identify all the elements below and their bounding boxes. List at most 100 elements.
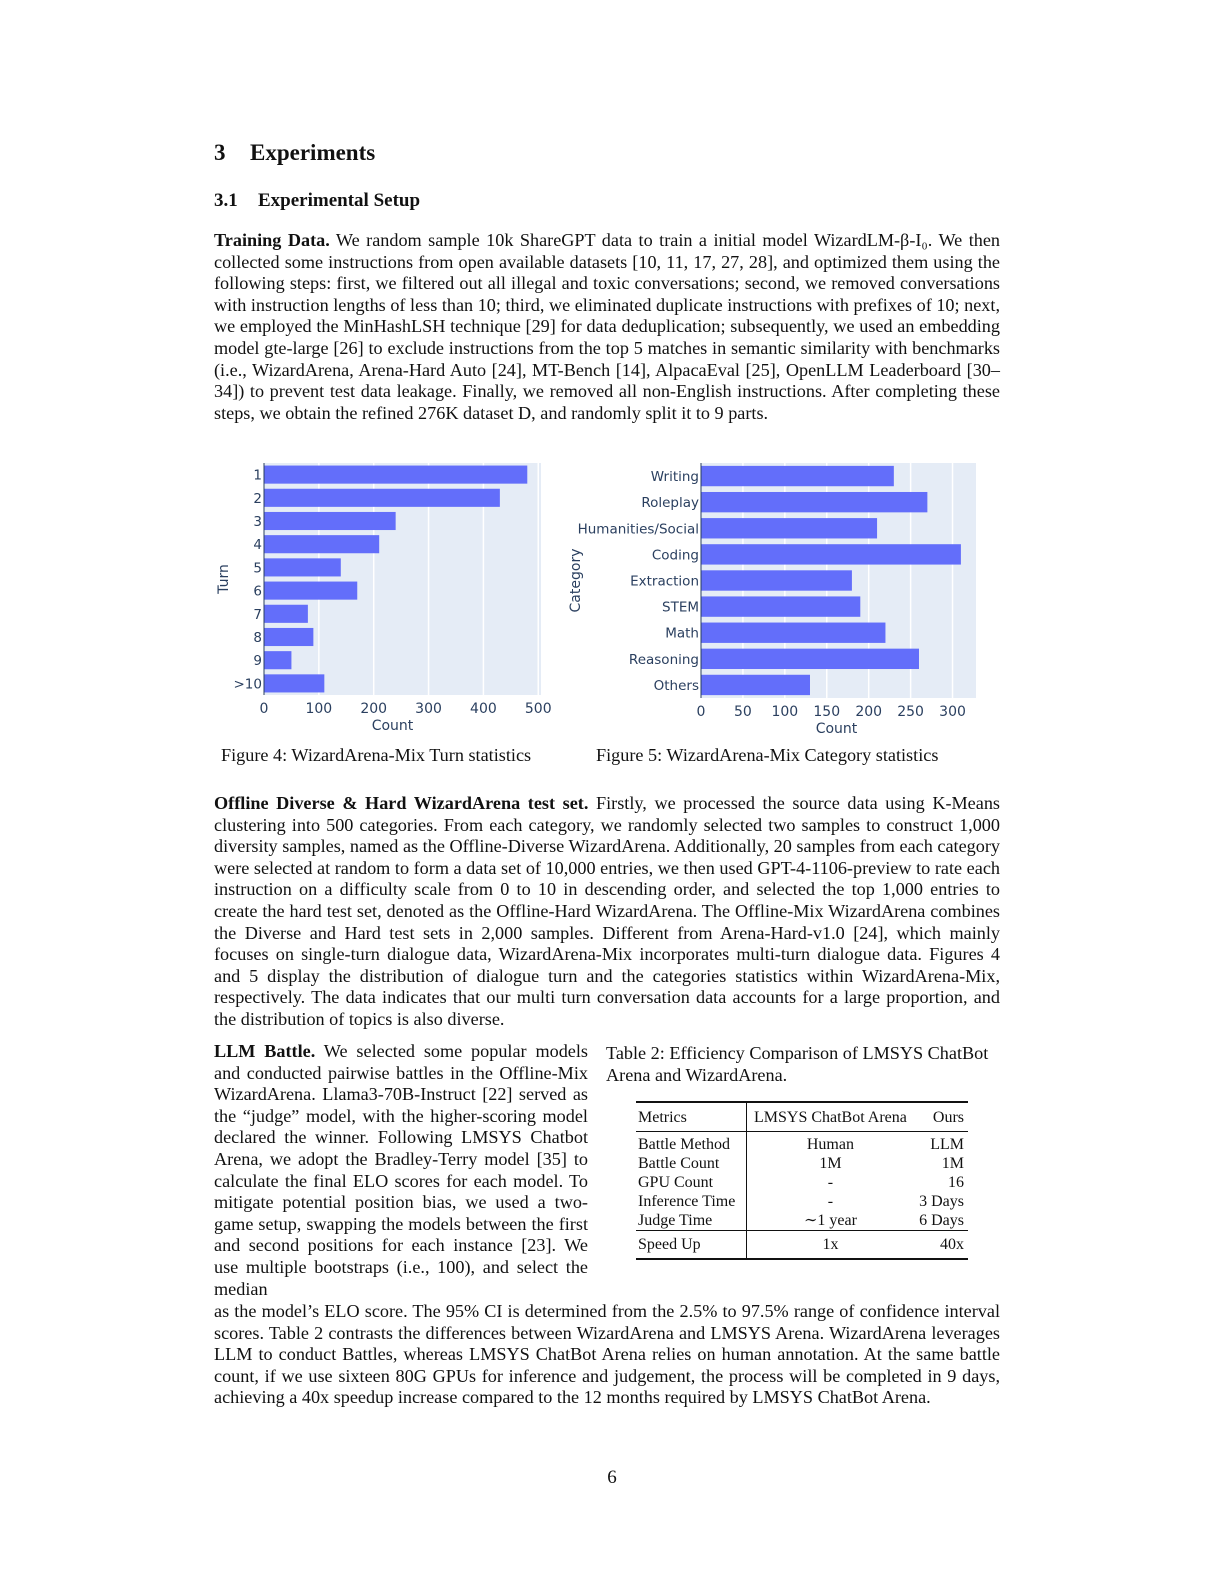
y-tick-label: >10 bbox=[234, 676, 263, 692]
llm-battle-continued: as the model’s ELO score. The 95% CI is … bbox=[214, 1301, 1000, 1408]
y-tick-label: 9 bbox=[253, 653, 262, 669]
table-cell: GPU Count bbox=[638, 1174, 714, 1191]
table-cell: Speed Up bbox=[636, 1230, 747, 1260]
bar bbox=[264, 558, 341, 577]
y-tick-label: Others bbox=[654, 678, 699, 694]
efficiency-table: Metrics LMSYS ChatBot Arena Ours Battle … bbox=[636, 1101, 968, 1260]
table-cell: 40x bbox=[913, 1230, 968, 1260]
table-cell: LLM bbox=[913, 1131, 968, 1154]
bar bbox=[701, 465, 894, 487]
x-tick-label: 400 bbox=[470, 701, 497, 717]
llm-battle-text: We selected some popular models and cond… bbox=[214, 1041, 588, 1299]
figure-5-caption: Figure 5: WizardArena-Mix Category stati… bbox=[596, 745, 939, 765]
section-number: 3 bbox=[214, 140, 226, 165]
llm-battle-paragraph: LLM Battle. We selected some popular mod… bbox=[214, 1041, 588, 1300]
y-axis-label: Turn bbox=[216, 564, 232, 595]
figure-4: 0 100 200 300 400 500 1 2 3 4 5 6 7 8 9 >10 Count Turn bbox=[210, 460, 560, 740]
training-data-paragraph: Training Data. We random sample 10k Shar… bbox=[214, 230, 1000, 424]
y-tick-label: 1 bbox=[253, 468, 262, 484]
header-metrics: Metrics bbox=[636, 1101, 747, 1132]
table-cell: 1x bbox=[745, 1230, 914, 1260]
table-cell: Battle Count bbox=[638, 1155, 720, 1172]
table-row: Judge Time ∼1 year 6 Days bbox=[636, 1211, 968, 1231]
table-cell: 1M bbox=[941, 1155, 964, 1172]
x-tick-label: 300 bbox=[415, 701, 442, 717]
page-number: 6 bbox=[607, 1467, 617, 1488]
header-lmsys: LMSYS ChatBot Arena bbox=[745, 1101, 914, 1132]
bar bbox=[264, 488, 500, 507]
table-cell: Judge Time bbox=[638, 1212, 713, 1229]
bar bbox=[701, 491, 928, 513]
y-tick-label: Coding bbox=[652, 547, 699, 563]
y-tick-label: Math bbox=[665, 626, 699, 642]
llm-battle-heading: LLM Battle. bbox=[214, 1041, 316, 1061]
table-cell: 6 Days bbox=[919, 1212, 964, 1229]
table-cell: Inference Time bbox=[638, 1193, 736, 1210]
x-tick-label: 0 bbox=[697, 704, 706, 720]
y-tick-label: 7 bbox=[253, 607, 262, 623]
training-data-heading: Training Data. bbox=[214, 230, 330, 250]
x-tick-label: 250 bbox=[897, 704, 924, 720]
x-axis-label: Count bbox=[372, 718, 414, 734]
bar bbox=[701, 674, 810, 696]
bar bbox=[701, 622, 886, 643]
y-tick-label: Extraction bbox=[630, 574, 699, 590]
bar bbox=[264, 627, 314, 647]
table-cell: - bbox=[745, 1192, 914, 1211]
y-tick-label: STEM bbox=[662, 600, 699, 616]
bar bbox=[701, 544, 961, 565]
y-tick-label: 6 bbox=[253, 584, 262, 600]
table-cell: 3 Days bbox=[919, 1193, 964, 1210]
table-cell: - bbox=[745, 1173, 914, 1192]
table-cell: Human bbox=[745, 1131, 914, 1154]
bar bbox=[701, 648, 919, 670]
x-tick-label: 100 bbox=[305, 701, 332, 717]
x-axis-label: Count bbox=[816, 721, 858, 735]
y-tick-label: Humanities/Social bbox=[578, 521, 699, 537]
bar bbox=[701, 570, 852, 591]
offline-text: Firstly, we processed the source data us… bbox=[214, 793, 1000, 1029]
offline-paragraph: Offline Diverse & Hard WizardArena test … bbox=[214, 793, 1000, 1031]
figure-4-caption: Figure 4: WizardArena-Mix Turn statistic… bbox=[221, 745, 532, 765]
bar bbox=[264, 581, 358, 600]
x-tick-label: 200 bbox=[855, 704, 882, 720]
table-cell: ∼1 year bbox=[745, 1211, 914, 1231]
bar bbox=[264, 651, 292, 670]
bar bbox=[264, 674, 325, 693]
x-tick-label: 150 bbox=[813, 704, 840, 720]
table-row: Inference Time - 3 Days bbox=[636, 1192, 968, 1211]
y-tick-label: Writing bbox=[651, 469, 699, 485]
x-tick-label: 200 bbox=[360, 701, 387, 717]
bar bbox=[264, 511, 396, 531]
bar bbox=[701, 518, 878, 539]
x-tick-label: 300 bbox=[939, 704, 966, 720]
header-ours: Ours bbox=[913, 1101, 968, 1132]
bar bbox=[264, 604, 308, 623]
bar bbox=[264, 535, 380, 554]
y-tick-label: 3 bbox=[253, 514, 262, 530]
table-cell: 16 bbox=[948, 1174, 964, 1191]
bar bbox=[701, 596, 861, 617]
table-cell: 1M bbox=[745, 1154, 914, 1173]
y-tick-label: 5 bbox=[253, 560, 262, 576]
table-row: GPU Count - 16 bbox=[636, 1173, 968, 1192]
table-footer-row: Speed Up 1x 40x bbox=[636, 1230, 968, 1260]
y-tick-label: 8 bbox=[253, 630, 262, 646]
table-row: Battle Count 1M 1M bbox=[636, 1154, 968, 1173]
figure-5: 0 50 100 150 200 250 300 Writing Roleplay Humanit… bbox=[560, 460, 985, 740]
table-2-caption: Table 2: Efficiency Comparison of LMSYS … bbox=[606, 1043, 989, 1085]
table-cell: Battle Method bbox=[636, 1131, 747, 1154]
y-tick-label: 2 bbox=[253, 491, 262, 507]
y-axis-label: Category bbox=[568, 549, 584, 613]
x-tick-label: 0 bbox=[260, 701, 269, 717]
y-tick-label: 4 bbox=[253, 537, 262, 553]
bar bbox=[264, 465, 528, 484]
category-bar-chart: 0 50 100 150 200 250 300 Writing Roleplay Humanit… bbox=[568, 463, 976, 737]
table-header-row: Metrics LMSYS ChatBot Arena Ours bbox=[636, 1101, 968, 1132]
x-tick-label: 50 bbox=[734, 704, 752, 720]
y-tick-label: Reasoning bbox=[629, 652, 699, 668]
table-row: Battle Method Human LLM bbox=[636, 1131, 968, 1154]
y-tick-label: Roleplay bbox=[641, 495, 699, 511]
section-heading: 3 Experiments bbox=[214, 140, 375, 166]
subsection-title: Experimental Setup bbox=[258, 190, 421, 211]
